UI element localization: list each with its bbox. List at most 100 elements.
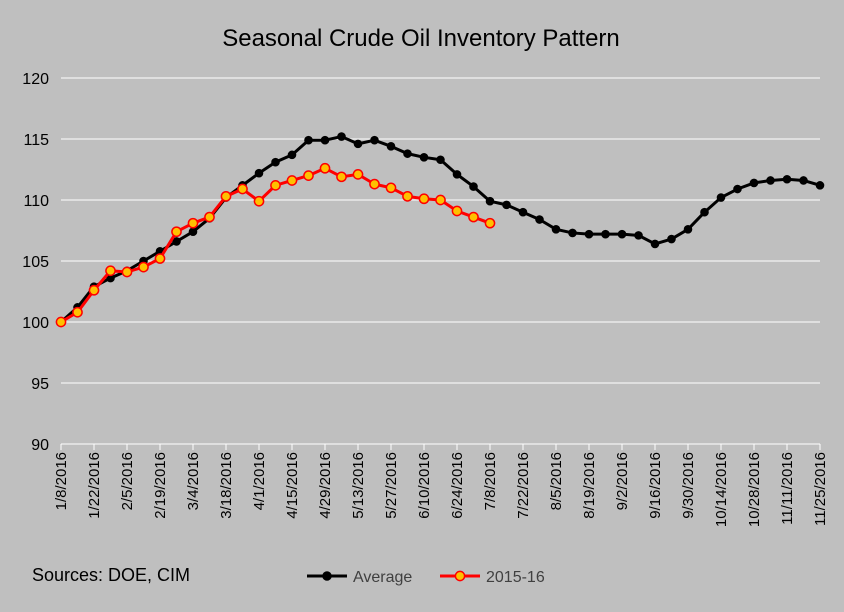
x-tick-label: 9/16/2016 (647, 452, 664, 519)
x-tick-label: 11/25/2016 (812, 452, 829, 526)
data-point (518, 207, 528, 217)
data-point (584, 229, 594, 239)
data-point (254, 168, 264, 178)
source-note: Sources: DOE, CIM (32, 565, 190, 585)
data-point (700, 207, 709, 217)
x-tick-label: 8/5/2016 (548, 452, 565, 510)
data-point (435, 194, 446, 206)
data-point (502, 200, 511, 210)
series-Average (56, 132, 825, 327)
data-point (286, 175, 298, 186)
data-point (799, 176, 808, 185)
data-point (766, 176, 775, 185)
x-tick-label: 3/4/2016 (185, 452, 202, 510)
legend-item: Average (307, 569, 412, 586)
x-tick-label: 4/29/2016 (317, 452, 334, 519)
x-tick-label: 10/28/2016 (746, 452, 763, 527)
data-point (369, 178, 380, 190)
data-point (304, 135, 313, 145)
x-tick-label: 6/10/2016 (416, 452, 433, 519)
data-point (188, 227, 198, 237)
data-point (270, 180, 281, 191)
x-tick-label: 10/14/2016 (713, 452, 730, 527)
legend-label: 2015-16 (486, 569, 545, 586)
data-point (617, 229, 627, 239)
data-point (667, 234, 676, 244)
x-tick-label: 11/11/2016 (779, 452, 796, 525)
data-point (271, 157, 280, 167)
x-tick-label: 7/8/2016 (482, 452, 499, 510)
legend-swatch-marker (322, 571, 332, 581)
y-tick-label: 110 (23, 193, 49, 210)
x-tick-label: 4/15/2016 (284, 452, 301, 519)
y-axis-ticks: 90 95 100 105 110 115 120 (22, 71, 49, 454)
y-tick-label: 100 (22, 315, 49, 332)
data-point (418, 193, 430, 205)
data-point (683, 224, 693, 234)
x-tick-label: 7/22/2016 (515, 452, 532, 519)
data-point (172, 237, 181, 246)
data-point (303, 170, 314, 181)
data-point (386, 142, 396, 151)
data-point (352, 169, 364, 180)
data-point (716, 193, 726, 202)
data-point (72, 306, 83, 318)
data-point (452, 170, 462, 179)
data-point (535, 215, 544, 224)
x-tick-label: 9/30/2016 (680, 452, 697, 519)
data-point (55, 316, 67, 328)
y-tick-label: 120 (22, 71, 49, 88)
series-line (60, 166, 491, 324)
data-point (154, 253, 166, 264)
x-tick-label: 6/24/2016 (449, 452, 466, 519)
y-tick-label: 105 (22, 254, 49, 271)
data-point (105, 265, 116, 277)
data-point (403, 149, 412, 158)
data-point (568, 228, 577, 238)
data-point (402, 190, 413, 202)
data-point (385, 182, 397, 194)
data-point (733, 184, 742, 194)
x-tick-label: 1/8/2016 (53, 452, 70, 510)
data-point (469, 182, 478, 191)
data-point (121, 266, 133, 278)
data-point (88, 284, 100, 296)
data-point (419, 153, 429, 162)
data-point (253, 195, 265, 207)
y-tick-label: 90 (31, 437, 49, 454)
data-point (749, 178, 759, 188)
data-point (138, 261, 149, 273)
series-layer (55, 132, 825, 328)
x-tick-label: 2/5/2016 (119, 452, 136, 510)
data-point (782, 174, 792, 184)
data-point (551, 224, 561, 234)
x-tick-label: 5/13/2016 (350, 452, 367, 519)
x-tick-label: 3/18/2016 (218, 452, 235, 519)
x-tick-label: 1/22/2016 (86, 452, 103, 519)
data-point (436, 155, 445, 165)
x-axis: 1/8/2016 1/22/2016 2/5/2016 2/19/2016 3/4/20… (53, 443, 829, 527)
data-point (319, 162, 331, 174)
data-point (451, 205, 463, 217)
data-point (485, 196, 495, 206)
data-point (815, 181, 825, 190)
y-tick-label: 115 (23, 132, 49, 149)
data-point (237, 183, 248, 195)
legend-swatch-marker (454, 570, 466, 582)
data-point (220, 190, 232, 202)
data-point (634, 231, 643, 240)
data-point (171, 226, 182, 238)
data-point (287, 150, 297, 160)
data-point (320, 135, 330, 145)
legend-item: 2015-16 (440, 569, 545, 586)
data-point (187, 217, 199, 229)
y-tick-label: 95 (31, 376, 49, 393)
x-tick-label: 9/2/2016 (614, 452, 631, 510)
x-tick-label: 8/19/2016 (581, 452, 598, 519)
data-point (484, 217, 496, 229)
data-point (650, 239, 660, 249)
data-point (601, 229, 610, 239)
data-point (370, 135, 379, 145)
